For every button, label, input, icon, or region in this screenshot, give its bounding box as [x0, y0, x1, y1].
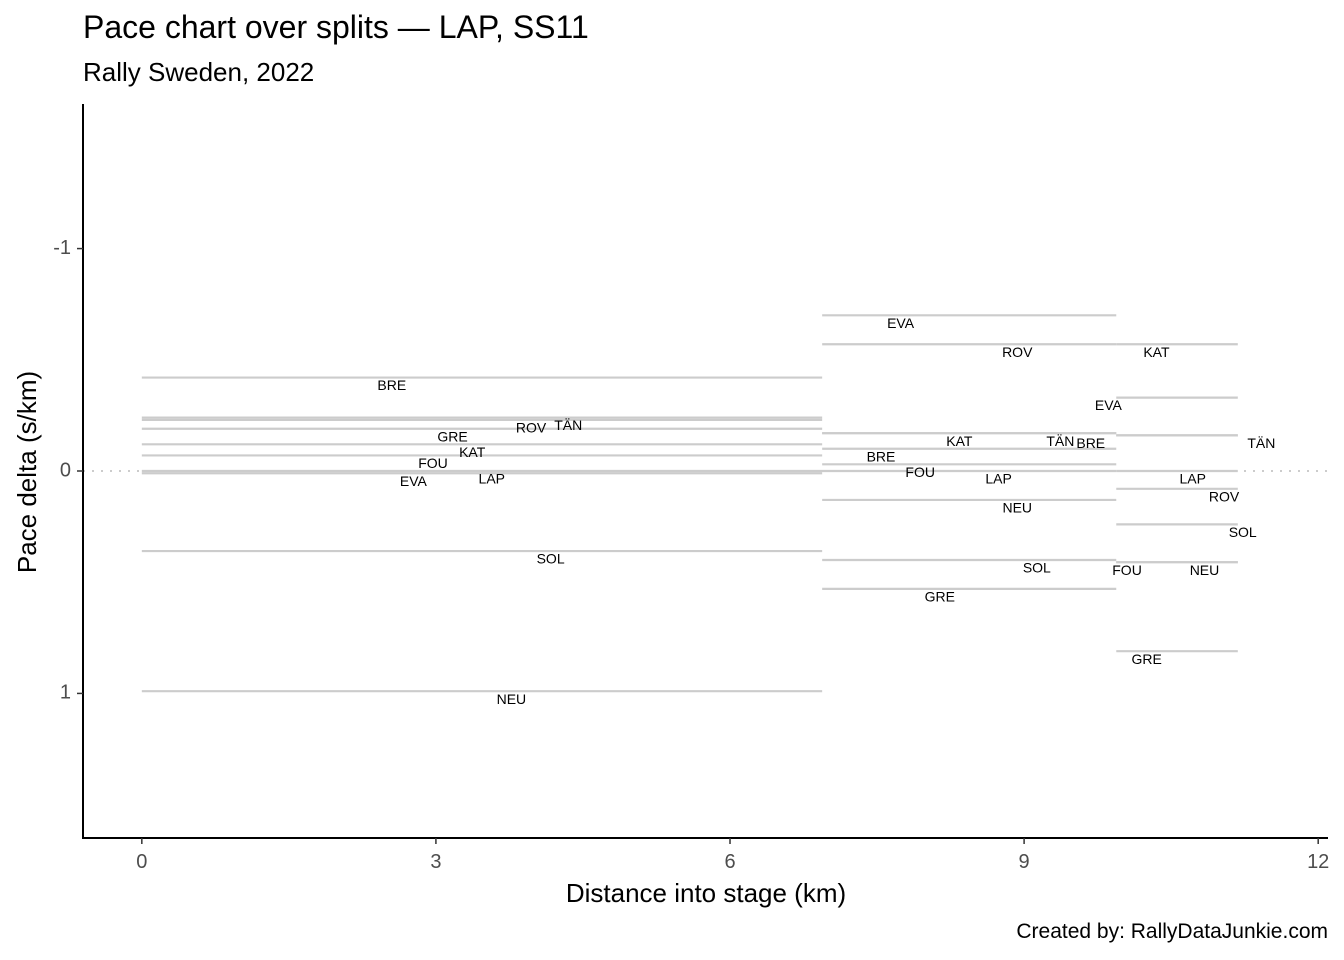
- driver-label: LAP: [1179, 471, 1205, 487]
- driver-label: NEU: [1190, 562, 1220, 578]
- driver-label: ROV: [516, 419, 547, 435]
- x-tick-label: 6: [724, 851, 735, 873]
- driver-label: EVA: [400, 473, 428, 489]
- driver-label: BRE: [867, 448, 896, 464]
- driver-label: TÄN: [554, 417, 582, 433]
- chart-subtitle: Rally Sweden, 2022: [83, 57, 315, 87]
- driver-label: TÄN: [1247, 435, 1275, 451]
- driver-label: KAT: [946, 433, 973, 449]
- driver-label: GRE: [437, 428, 467, 444]
- x-axis-title: Distance into stage (km): [566, 878, 846, 908]
- driver-label: GRE: [925, 588, 955, 604]
- driver-label: KAT: [1143, 344, 1170, 360]
- driver-label: SOL: [537, 551, 565, 567]
- driver-label: EVA: [1095, 397, 1123, 413]
- y-tick-label: -1: [53, 237, 71, 259]
- x-tick-label: 0: [136, 851, 147, 873]
- y-tick-label: 0: [60, 459, 71, 481]
- y-tick-label: 1: [60, 682, 71, 704]
- driver-label: FOU: [1112, 562, 1142, 578]
- driver-label: EVA: [887, 315, 915, 331]
- driver-label: GRE: [1131, 651, 1161, 667]
- driver-label: LAP: [479, 471, 505, 487]
- x-tick-label: 12: [1307, 851, 1329, 873]
- driver-label: SOL: [1229, 524, 1257, 540]
- driver-label: LAP: [985, 471, 1011, 487]
- driver-label: FOU: [418, 455, 448, 471]
- segments-layer: [141, 314, 1238, 693]
- credit-caption: Created by: RallyDataJunkie.com: [1016, 920, 1328, 943]
- chart-title: Pace chart over splits — LAP, SS11: [83, 9, 589, 45]
- driver-label: SOL: [1023, 560, 1051, 576]
- driver-label: FOU: [905, 464, 935, 480]
- driver-label: BRE: [377, 377, 406, 393]
- driver-label: BRE: [1076, 435, 1105, 451]
- x-tick-label: 3: [430, 851, 441, 873]
- driver-label: NEU: [497, 691, 527, 707]
- y-axis-title: Pace delta (s/km): [12, 371, 42, 573]
- driver-label: ROV: [1002, 344, 1033, 360]
- driver-label: NEU: [1002, 500, 1032, 516]
- x-tick-label: 9: [1019, 851, 1030, 873]
- driver-label: TÄN: [1046, 433, 1074, 449]
- driver-label: KAT: [459, 444, 486, 460]
- axes-layer: 0 3 6 9 12 -1 0 1: [53, 104, 1329, 873]
- driver-label: ROV: [1209, 488, 1240, 504]
